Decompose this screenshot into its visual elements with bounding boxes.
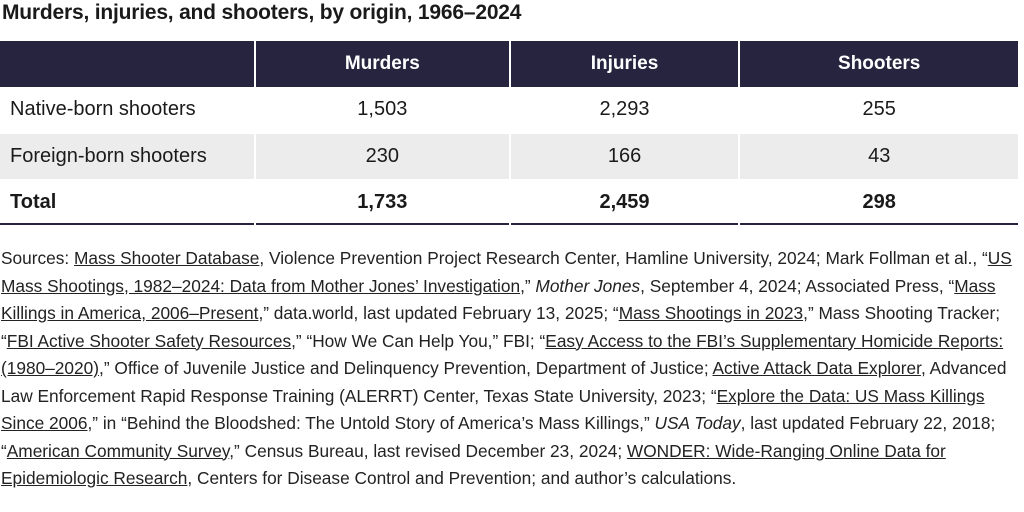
header-cell (0, 41, 254, 87)
source-italic: USA Today (654, 413, 741, 433)
source-link[interactable]: Active Attack Data Explorer (712, 358, 921, 378)
source-text: , Violence Prevention Project Research C… (259, 248, 988, 268)
source-link[interactable]: Mass Shootings in 2023 (618, 303, 804, 323)
source-link[interactable]: WONDER: Wide-Ranging Online Data for Epi… (1, 440, 946, 489)
source-text: , last updated February 22, 2018; “ (1, 413, 996, 461)
source-link[interactable]: FBI Active Shooter Safety Resources (6, 330, 292, 351)
source-link[interactable]: Mass Shooter Database (74, 248, 260, 268)
source-text: Sources: (1, 248, 74, 268)
column-header: Murders (256, 41, 509, 87)
source-link[interactable]: Mass Killings in America, 2006–Present (1, 275, 996, 324)
column-header: Shooters (740, 41, 1018, 87)
table-row: Native-born shooters 1,503 2,293 255 (0, 87, 1018, 132)
source-link[interactable]: Explore the Data: US Mass Killings Since… (1, 385, 985, 434)
source-link[interactable]: American Community Survey (6, 440, 230, 461)
header-row: Murders Injuries Shooters (0, 41, 1018, 87)
cell: 166 (510, 134, 739, 179)
source-text: , September 4, 2024; Associated Press, “ (640, 275, 955, 296)
source-text: ,” “How We Can Help You,” FBI; “ (291, 330, 546, 351)
cell: 230 (256, 134, 509, 179)
source-text: , Centers for Disease Control and Preven… (187, 468, 737, 488)
cell: 2,459 (510, 181, 739, 225)
source-text: ,” Census Bureau, last revised December … (229, 440, 627, 461)
row-label: Foreign-born shooters (0, 134, 254, 179)
source-link[interactable]: Easy Access to the FBI’s Supplementary H… (1, 330, 1004, 379)
cell: 43 (740, 134, 1018, 179)
table-row: Total 1,733 2,459 298 (0, 181, 1018, 225)
cell: 2,293 (599, 98, 650, 120)
table-title: Murders, injuries, and shooters, by orig… (2, 1, 522, 24)
row-label: Total (0, 181, 254, 225)
cell: 1,503 (357, 98, 408, 120)
column-header: Injuries (510, 41, 739, 87)
source-text: ,” Mass Shooting Tracker; “ (1, 303, 1001, 351)
source-text: ,” (520, 275, 536, 296)
source-text: , Advanced Law Enforcement Rapid Respons… (1, 358, 1007, 406)
sources: Sources: Mass Shooter Database, Violence… (1, 245, 1019, 493)
cell: 298 (740, 181, 1018, 225)
source-text: ,” in “Behind the Bloodshed: The Untold … (87, 413, 655, 433)
source-text: ,” Office of Juvenile Justice and Delinq… (99, 358, 713, 378)
source-italic: Mother Jones (535, 275, 641, 296)
cell: 255 (862, 98, 896, 120)
table-row: Foreign-born shooters 230 166 43 (0, 134, 1018, 179)
source-link[interactable]: US Mass Shootings, 1982–2024: Data from … (1, 248, 1012, 296)
data-table: Murders Injuries Shooters Native-born shoo… (0, 41, 1020, 225)
row-label: Native-born shooters (10, 98, 196, 120)
cell: 1,733 (256, 181, 509, 225)
table-body: Native-born shooters 1,503 2,293 255 Foreign… (0, 87, 1018, 225)
source-text: ,” data.world, last updated February 13,… (258, 303, 619, 323)
